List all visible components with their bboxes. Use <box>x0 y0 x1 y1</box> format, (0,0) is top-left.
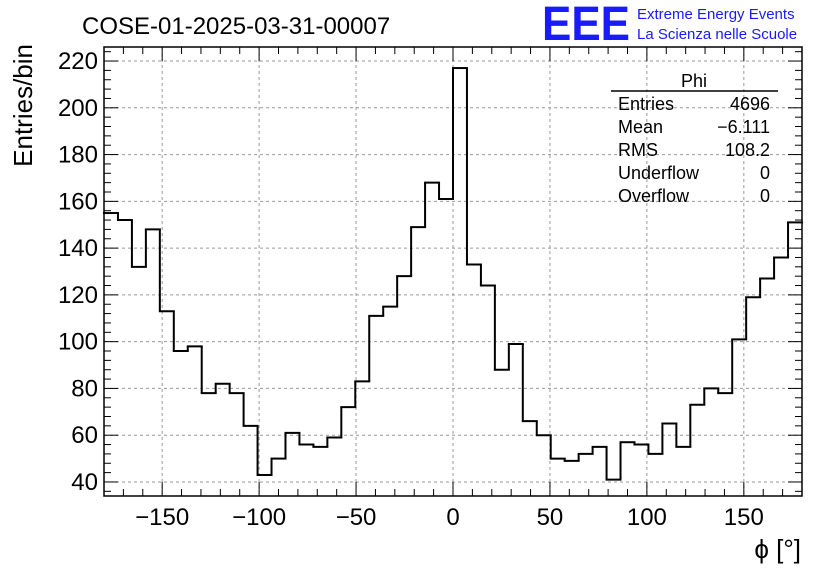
stats-box: Phi Entries 4696 Mean −6.111 RMS 108.2 Underfl… <box>611 71 778 206</box>
y-tick-label: 140 <box>58 235 98 262</box>
x-tick-label: 150 <box>724 504 764 531</box>
axis-ticks <box>103 47 803 496</box>
stats-value: 108.2 <box>725 140 770 160</box>
x-tick-label: −150 <box>135 504 189 531</box>
stats-label: Entries <box>618 94 674 114</box>
stats-label: Mean <box>618 117 663 137</box>
stats-value: 0 <box>760 186 770 206</box>
eee-logo: EEE Extreme Energy Events La Scienza nel… <box>542 0 797 51</box>
y-tick-label: 160 <box>58 188 98 215</box>
y-tick-label: 100 <box>58 329 98 356</box>
y-tick-label: 60 <box>71 422 98 449</box>
x-axis-label: ϕ [°] <box>754 534 801 564</box>
histogram-bars <box>103 67 803 481</box>
y-tick-label: 120 <box>58 282 98 309</box>
y-tick-label: 220 <box>58 48 98 75</box>
logo-eee-text: EEE <box>542 0 630 51</box>
y-tick-label: 80 <box>71 375 98 402</box>
logo-line-1: Extreme Energy Events <box>637 6 795 23</box>
x-tick-label: −50 <box>336 504 377 531</box>
stats-label: Underflow <box>618 163 700 183</box>
x-tick-label: 50 <box>537 504 564 531</box>
stats-value: 0 <box>760 163 770 183</box>
x-tick-label: 0 <box>446 504 459 531</box>
plot-frame <box>103 46 803 497</box>
stats-label: Overflow <box>618 186 690 206</box>
y-tick-label: 40 <box>71 469 98 496</box>
stats-rows: Entries 4696 Mean −6.111 RMS 108.2 Underflow 0 O… <box>618 94 770 206</box>
stats-value: 4696 <box>730 94 770 114</box>
y-tick-labels: 40 60 80 100 120 140 160 180 200 220 <box>58 48 98 496</box>
y-tick-label: 200 <box>58 95 98 122</box>
x-tick-label: −100 <box>232 504 286 531</box>
x-tick-labels: −150 −100 −50 0 50 100 150 <box>135 504 764 531</box>
stats-title: Phi <box>681 71 707 91</box>
stats-label: RMS <box>618 140 658 160</box>
grid-lines <box>104 47 802 496</box>
stats-value: −6.111 <box>717 117 770 137</box>
logo-line-2: La Scienza nelle Scuole <box>637 26 797 43</box>
y-axis-label: Entries/bin <box>8 44 38 167</box>
y-tick-label: 180 <box>58 142 98 169</box>
run-title: COSE-01-2025-03-31-00007 <box>82 13 390 40</box>
x-tick-label: 100 <box>627 504 667 531</box>
